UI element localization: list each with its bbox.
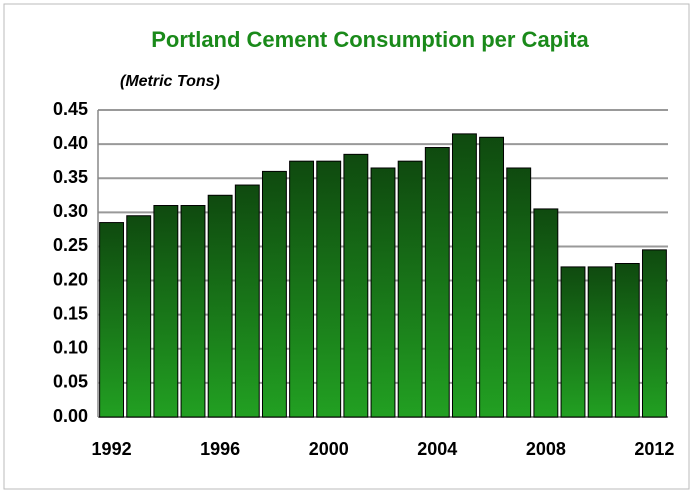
y-tick-label: 0.20 bbox=[53, 269, 88, 289]
bar bbox=[397, 160, 423, 418]
bar bbox=[180, 205, 206, 418]
bar bbox=[289, 160, 315, 418]
bar bbox=[479, 136, 505, 418]
bar bbox=[370, 167, 396, 418]
bar bbox=[261, 170, 287, 418]
bar bbox=[451, 133, 477, 418]
y-tick-label: 0.00 bbox=[53, 406, 88, 426]
bar bbox=[234, 184, 260, 418]
y-tick-label: 0.40 bbox=[53, 133, 88, 153]
x-tick-label: 2004 bbox=[417, 439, 457, 459]
bar bbox=[560, 266, 586, 418]
chart-title: Portland Cement Consumption per Capita bbox=[151, 27, 589, 52]
y-tick-label: 0.15 bbox=[53, 303, 88, 323]
y-tick-label: 0.10 bbox=[53, 338, 88, 358]
x-tick-label: 2012 bbox=[634, 439, 674, 459]
y-tick-label: 0.30 bbox=[53, 201, 88, 221]
bar bbox=[343, 153, 369, 418]
bar bbox=[587, 266, 613, 418]
bar bbox=[641, 249, 667, 418]
x-tick-label: 2000 bbox=[309, 439, 349, 459]
bar bbox=[207, 194, 233, 418]
bar bbox=[316, 160, 342, 418]
x-tick-label: 1996 bbox=[200, 439, 240, 459]
bar bbox=[126, 215, 152, 418]
y-tick-label: 0.25 bbox=[53, 235, 88, 255]
bar bbox=[506, 167, 532, 418]
y-tick-label: 0.45 bbox=[53, 99, 88, 119]
bar bbox=[533, 208, 559, 418]
chart-subtitle: (Metric Tons) bbox=[120, 73, 220, 90]
y-tick-label: 0.35 bbox=[53, 167, 88, 187]
x-tick-label: 2008 bbox=[526, 439, 566, 459]
bar bbox=[424, 147, 450, 418]
y-tick-label: 0.05 bbox=[53, 372, 88, 392]
bar bbox=[153, 205, 179, 418]
bar bbox=[614, 263, 640, 418]
bar bbox=[99, 222, 125, 418]
x-tick-label: 1992 bbox=[92, 439, 132, 459]
